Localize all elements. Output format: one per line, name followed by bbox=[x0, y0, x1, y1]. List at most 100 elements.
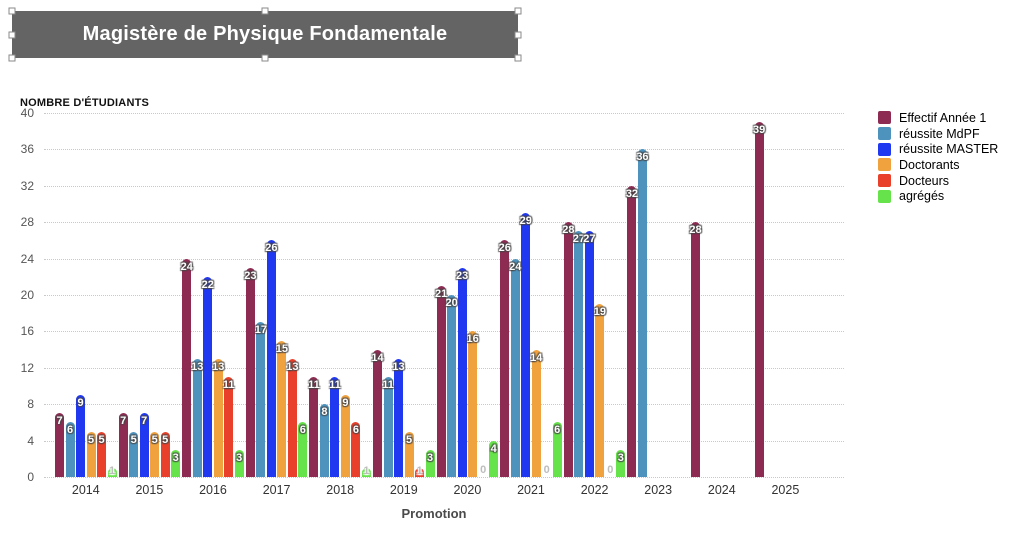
slot-effectif-annee-1-2019: 14 bbox=[371, 349, 384, 477]
resize-handle-mid-left[interactable] bbox=[8, 31, 16, 38]
x-tick-2019: 2019 bbox=[389, 483, 418, 497]
slot-doctorants-2019: 5 bbox=[404, 431, 414, 477]
y-tick-8: 8 bbox=[27, 397, 34, 412]
slot-effectif-annee-1-2025: 39 bbox=[753, 122, 765, 477]
value-label-effectif-annee-1-2019: 14 bbox=[371, 351, 384, 364]
title-box-background[interactable]: Magistère de Physique Fondamentale bbox=[12, 11, 518, 58]
value-label-docteurs-2015: 5 bbox=[162, 433, 169, 446]
bar-agreges-2022 bbox=[616, 449, 626, 477]
value-label-docteurs-2018: 6 bbox=[352, 424, 359, 437]
value-label-reussite-master-2014: 9 bbox=[77, 397, 84, 410]
slot-doctorants-2021: 14 bbox=[530, 349, 542, 477]
slot-agreges-2022: 3 bbox=[616, 449, 626, 477]
bar-effectif-annee-1-2018 bbox=[309, 376, 319, 477]
y-tick-4: 4 bbox=[27, 433, 34, 448]
slot-doctorants-2015: 5 bbox=[150, 431, 160, 477]
gridline-y-36 bbox=[44, 149, 844, 151]
legend-label: réussite MASTER bbox=[899, 142, 999, 157]
value-label-docteurs-2014: 5 bbox=[98, 433, 105, 446]
value-label-reussite-mdpf-2022: 27 bbox=[572, 233, 585, 246]
x-tick-2025: 2025 bbox=[771, 483, 800, 497]
bar-group-2018: 11 8 11 9 6 1 bbox=[308, 113, 372, 477]
slot-doctorants-2018: 9 bbox=[340, 395, 350, 477]
bar-docteurs-2017 bbox=[287, 358, 297, 477]
value-label-agreges-2017: 6 bbox=[299, 424, 306, 437]
gridline-y-24 bbox=[44, 258, 844, 260]
resize-handle-top-left[interactable] bbox=[8, 7, 16, 15]
value-label-reussite-mdpf-2018: 8 bbox=[321, 406, 328, 419]
value-label-reussite-master-2022: 27 bbox=[583, 233, 596, 246]
value-label-doctorants-2018: 9 bbox=[342, 397, 349, 410]
resize-handle-top-right[interactable] bbox=[514, 7, 522, 15]
bar-effectif-annee-1-2020 bbox=[436, 285, 446, 477]
x-tick-2021: 2021 bbox=[517, 483, 545, 497]
value-label-reussite-master-2020: 23 bbox=[456, 269, 469, 282]
bar-reussite-master-2021 bbox=[521, 213, 531, 477]
resize-handle-bottom-right[interactable] bbox=[514, 54, 522, 62]
value-label-reussite-master-2017: 26 bbox=[265, 242, 278, 255]
slot-reussite-master-2021: 29 bbox=[519, 213, 532, 477]
value-label-doctorants-2020: 16 bbox=[466, 333, 479, 346]
gridline-y-28 bbox=[44, 222, 844, 224]
x-tick-2016: 2016 bbox=[199, 483, 227, 497]
bar-effectif-annee-1-2025 bbox=[754, 122, 764, 477]
legend-label: Effectif Année 1 bbox=[899, 110, 987, 125]
legend-label: Doctorants bbox=[899, 157, 960, 172]
resize-handle-bottom-left[interactable] bbox=[8, 54, 16, 62]
x-tick-2024: 2024 bbox=[707, 483, 736, 497]
bar-group-2020: 21 20 23 16 0 4 bbox=[435, 113, 500, 477]
slot-effectif-annee-1-2015: 7 bbox=[118, 413, 128, 477]
bar-reussite-mdpf-2017 bbox=[256, 322, 266, 477]
legend-item-effectif-annee-1: Effectif Année 1 bbox=[878, 110, 998, 126]
bar-docteurs-2015 bbox=[160, 431, 170, 477]
slot-reussite-mdpf-2014: 6 bbox=[65, 422, 75, 477]
slot-docteurs-2019: 1 bbox=[415, 465, 425, 477]
resize-handle-bottom-center[interactable] bbox=[261, 54, 269, 62]
value-label-effectif-annee-1-2016: 24 bbox=[180, 260, 193, 273]
y-tick-32: 32 bbox=[20, 178, 34, 193]
slot-reussite-mdpf-2020: 20 bbox=[446, 295, 458, 477]
bar-reussite-mdpf-2014 bbox=[65, 422, 75, 477]
value-label-reussite-master-2021: 29 bbox=[519, 215, 532, 228]
value-label-doctorants-2022: 19 bbox=[593, 306, 606, 319]
value-label-effectif-annee-1-2023: 32 bbox=[625, 187, 639, 200]
value-label-effectif-annee-1-2024: 28 bbox=[689, 224, 702, 237]
value-label-effectif-annee-1-2020: 21 bbox=[435, 287, 448, 300]
slot-effectif-annee-1-2017: 23 bbox=[244, 267, 256, 477]
bar-effectif-annee-1-2021 bbox=[500, 240, 510, 477]
value-label-agreges-2019: 3 bbox=[426, 451, 434, 464]
slot-effectif-annee-1-2024: 28 bbox=[689, 222, 702, 477]
legend-label: Docteurs bbox=[899, 173, 950, 188]
x-tick-2018: 2018 bbox=[326, 483, 355, 497]
resize-handle-top-center[interactable] bbox=[261, 7, 269, 15]
chart-legend[interactable]: Effectif Année 1 réussite MdPF réussite MA… bbox=[878, 110, 998, 204]
y-tick-12: 12 bbox=[20, 360, 34, 375]
slot-reussite-master-2018: 11 bbox=[329, 376, 341, 477]
legend-swatch-icon bbox=[878, 127, 891, 141]
slot-effectif-annee-1-2021: 26 bbox=[499, 240, 511, 477]
bar-agreges-2016 bbox=[234, 449, 244, 477]
bar-reussite-master-2022 bbox=[584, 231, 594, 477]
bar-reussite-mdpf-2021 bbox=[510, 258, 520, 477]
title-text-box[interactable]: Magistère de Physique Fondamentale bbox=[8, 7, 522, 62]
bar-reussite-mdpf-2019 bbox=[383, 376, 393, 477]
value-label-docteurs-2022: 0 bbox=[607, 464, 614, 476]
value-label-docteurs-2020: 0 bbox=[480, 464, 487, 476]
slot-agreges-2020: 4 bbox=[489, 440, 499, 477]
bar-group-2025: 39 bbox=[753, 113, 818, 477]
bar-reussite-mdpf-2022 bbox=[574, 231, 584, 477]
y-axis-title: NOMBRE D'ÉTUDIANTS bbox=[20, 97, 150, 109]
slot-docteurs-2018: 6 bbox=[351, 422, 361, 477]
slot-effectif-annee-1-2023: 32 bbox=[625, 185, 639, 477]
slot-docteurs-2015: 5 bbox=[160, 431, 170, 477]
value-label-docteurs-2016: 11 bbox=[222, 378, 235, 391]
resize-handle-mid-right[interactable] bbox=[514, 31, 522, 38]
value-label-doctorants-2016: 13 bbox=[212, 360, 225, 373]
bar-effectif-annee-1-2023 bbox=[627, 185, 637, 477]
value-label-reussite-master-2018: 11 bbox=[329, 378, 341, 391]
value-label-reussite-master-2016: 22 bbox=[201, 278, 214, 291]
x-tick-2017: 2017 bbox=[262, 483, 291, 497]
legend-label: réussite MdPF bbox=[899, 126, 980, 141]
